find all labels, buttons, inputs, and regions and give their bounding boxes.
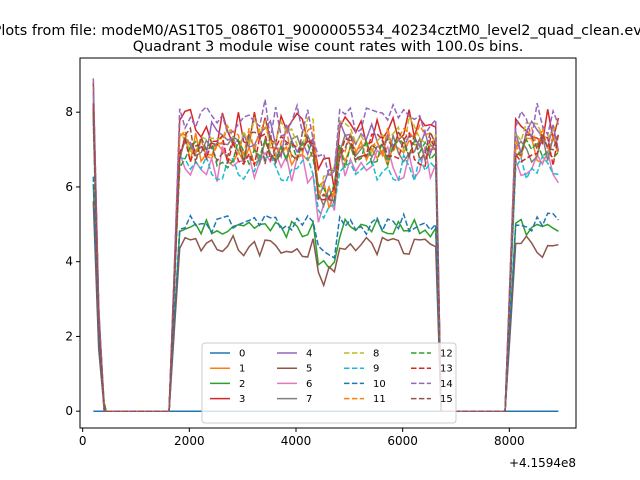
chart-suptitle: Plots from file: modeM0/AS1T05_086T01_90… [0, 23, 640, 39]
legend-entry: 13 [440, 364, 453, 375]
legend-entry: 12 [440, 349, 453, 360]
legend-entry: 9 [373, 364, 379, 375]
legend-entry: 7 [306, 394, 312, 405]
legend-entry: 4 [306, 349, 312, 360]
legend-entry: 2 [239, 379, 245, 390]
legend-frame [201, 342, 457, 424]
legend-entry: 10 [373, 379, 386, 390]
x-axis: 0 2000 4000 6000 8000 [79, 428, 525, 448]
x-tick-label: 8000 [494, 434, 525, 448]
legend-entry: 11 [373, 394, 386, 405]
y-tick-label: 2 [65, 329, 73, 343]
legend-entry: 6 [306, 379, 312, 390]
legend-entry: 0 [239, 349, 245, 360]
y-tick-label: 6 [65, 180, 73, 194]
legend-entry: 5 [306, 364, 312, 375]
legend-entry: 14 [440, 379, 453, 390]
series-line-15 [92, 103, 560, 412]
x-tick-label: 0 [79, 434, 87, 448]
y-tick-label: 0 [65, 404, 73, 418]
x-tick-label: 2000 [174, 434, 205, 448]
legend-entry: 15 [440, 394, 453, 405]
legend-entry: 1 [239, 364, 245, 375]
legend-entry: 3 [239, 394, 245, 405]
series-layer [92, 78, 560, 412]
x-tick-label: 6000 [387, 434, 418, 448]
legend-entry: 8 [373, 349, 379, 360]
y-tick-label: 4 [65, 255, 73, 269]
axes-frame [79, 57, 577, 429]
x-offset-label: +4.1594e8 [509, 456, 576, 470]
y-tick-label: 8 [65, 105, 73, 119]
y-axis: 0 2 4 6 8 [65, 105, 80, 418]
x-tick-label: 4000 [281, 434, 312, 448]
chart-title: Quadrant 3 module wise count rates with … [133, 39, 524, 55]
